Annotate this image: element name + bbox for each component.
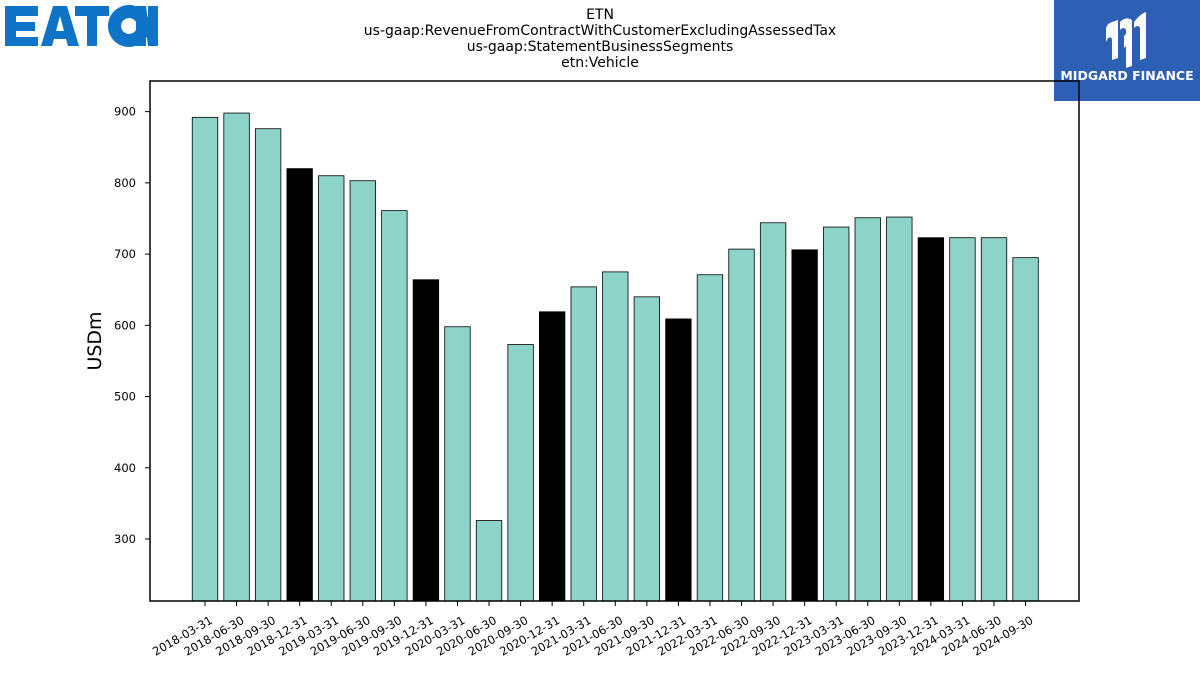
title-axis: us-gaap:StatementBusinessSegments: [466, 39, 734, 55]
bar-2022-03-31: [696, 274, 724, 602]
bar-2021-03-31: [570, 286, 597, 602]
bar-2021-09-30: [633, 296, 660, 602]
y-tick-label: 800: [114, 176, 136, 190]
bar-2024-09-30: [1012, 257, 1039, 602]
y-axis-label: USDm: [84, 311, 106, 370]
bar-2023-09-30: [886, 216, 913, 602]
bar-2024-06-30: [980, 237, 1008, 602]
y-tick-label: 700: [114, 247, 136, 261]
midgard-finance-label: MIDGARD FINANCE: [1060, 68, 1194, 83]
bar-2022-09-30: [759, 222, 787, 602]
y-axis: 300 400 500 600 700 800 900: [114, 105, 150, 546]
bar-2019-09-30: [381, 210, 408, 602]
x-axis: 2018-03-312018-06-302018-09-302018-12-31…: [150, 601, 1035, 659]
bar-2024-03-31: [949, 237, 976, 602]
y-tick-label: 400: [114, 461, 136, 475]
bar-2023-03-31: [823, 226, 850, 602]
y-tick-label: 300: [114, 532, 136, 546]
bar-2018-09-30: [254, 128, 282, 602]
title-ticker: ETN: [586, 7, 614, 23]
bar-2018-03-31: [191, 116, 219, 602]
eaton-logo: [5, 5, 158, 47]
y-tick-label: 500: [114, 390, 136, 404]
bar-2020-06-30: [475, 520, 503, 602]
midgard-finance-logo: MIDGARD FINANCE: [1054, 0, 1200, 101]
bars-group: [191, 112, 1039, 602]
bar-2021-06-30: [602, 271, 629, 602]
bar-2023-06-30: [854, 217, 881, 602]
y-tick-label: 600: [114, 318, 136, 332]
title-concept: us-gaap:RevenueFromContractWithCustomerE…: [363, 23, 837, 39]
bar-2020-12-31: [539, 311, 566, 602]
bar-2019-06-30: [349, 180, 376, 602]
bar-2020-09-30: [507, 344, 534, 602]
midgard-m-icon: [1106, 12, 1146, 68]
bar-2020-03-31: [444, 326, 471, 602]
bar-2021-12-31: [665, 318, 692, 602]
bar-2023-12-31: [917, 237, 945, 602]
bar-2019-03-31: [318, 175, 345, 602]
bar-2022-12-31: [791, 249, 818, 602]
eaton-logo-mark: [5, 5, 158, 47]
y-tick-label: 900: [114, 105, 136, 119]
title-member: etn:Vehicle: [561, 55, 639, 71]
plot-frame: [149, 80, 1080, 602]
bar-2019-12-31: [412, 279, 440, 602]
bar-2018-06-30: [223, 112, 250, 602]
bar-2022-06-30: [728, 248, 755, 602]
bar-2018-12-31: [286, 168, 313, 602]
